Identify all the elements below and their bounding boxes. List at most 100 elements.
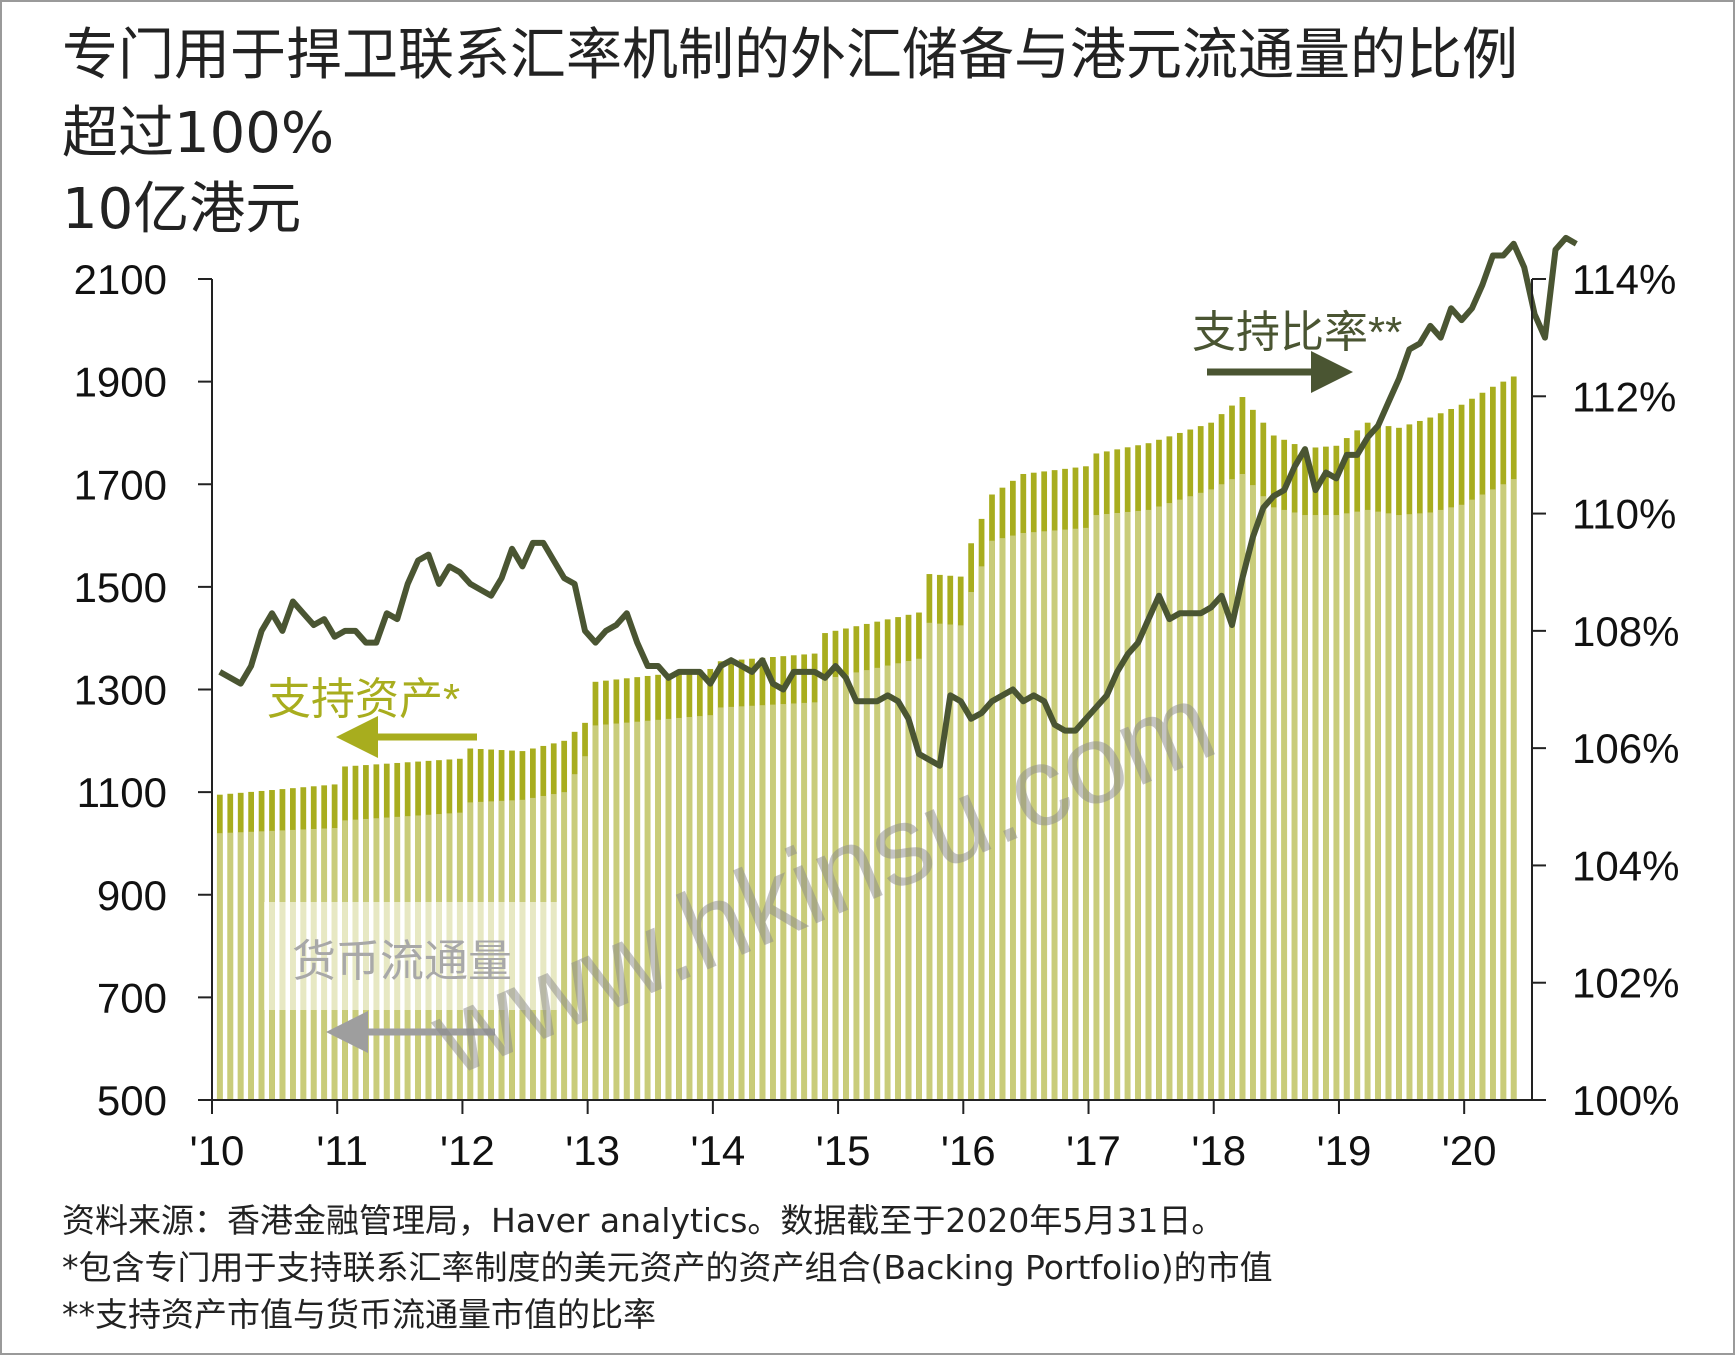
- currency-base-bar: [1458, 504, 1465, 1100]
- right-y-tick-label: 106%: [1572, 725, 1679, 772]
- currency-base-bar: [905, 660, 912, 1100]
- currency-base-bar: [1302, 515, 1308, 1100]
- backing-ratio-line: [218, 234, 1578, 769]
- currency-base-bar: [1010, 535, 1016, 1100]
- x-tick-label: '14: [690, 1127, 745, 1174]
- currency-base-bar: [874, 667, 881, 1100]
- currency-base-bar: [1396, 515, 1402, 1100]
- currency-base-bar: [1270, 507, 1277, 1101]
- currency-base-bar: [237, 832, 244, 1100]
- currency-base-bar: [811, 702, 818, 1100]
- currency-base-bar: [258, 831, 265, 1100]
- currency-base-bar: [1083, 527, 1089, 1100]
- right-y-tick-label: 110%: [1572, 491, 1676, 538]
- left-y-tick-label: 1300: [74, 667, 167, 714]
- currency-base-bar: [728, 706, 734, 1100]
- currency-base-bar: [1354, 511, 1361, 1100]
- currency-base-bar: [1448, 507, 1454, 1101]
- currency-base-bar: [947, 624, 954, 1100]
- currency-base-bar: [1218, 484, 1225, 1100]
- currency-base-bar: [216, 833, 223, 1100]
- currency-base-bar: [1406, 514, 1413, 1100]
- currency-base-bar: [634, 721, 641, 1100]
- chart-area: 2100 1900 1700 1500 1300 1100 900 700 500 114% 112…: [74, 234, 1680, 1174]
- currency-base-bar: [1260, 496, 1267, 1101]
- currency-base-bar: [1291, 512, 1298, 1100]
- currency-base-bar: [1375, 511, 1381, 1100]
- currency-base-bar: [916, 658, 922, 1100]
- currency-base-bar: [1312, 515, 1319, 1100]
- currency-base-bar: [227, 832, 234, 1100]
- currency-base-bar: [1208, 489, 1214, 1100]
- currency-base-bar: [770, 704, 776, 1100]
- x-tick-label: '18: [1191, 1127, 1246, 1174]
- currency-base-bar: [592, 725, 599, 1100]
- currency-base-bar: [1062, 529, 1068, 1100]
- currency-base-bar: [248, 831, 254, 1100]
- currency-base-bar: [1229, 479, 1235, 1100]
- currency-base-bar: [1093, 515, 1100, 1100]
- x-tick-label: '15: [816, 1127, 871, 1174]
- axes: 2100 1900 1700 1500 1300 1100 900 700 500 114% 112…: [74, 256, 1680, 1174]
- currency-base-bar: [978, 566, 985, 1100]
- currency-base-bar: [1030, 532, 1037, 1100]
- currency-base-bar: [1187, 496, 1194, 1101]
- currency-base-bar: [1343, 513, 1350, 1100]
- chart-title-line-1: 专门用于捍卫联系汇率机制的外汇储备与港元流通量的比例: [62, 23, 1518, 88]
- currency-base-bar: [644, 720, 651, 1100]
- left-y-tick-label: 700: [97, 974, 167, 1021]
- currency-base-bar: [968, 592, 974, 1100]
- currency-base-bar: [1145, 509, 1152, 1100]
- currency-base-bar: [686, 717, 693, 1100]
- currency-base-bar: [707, 715, 714, 1100]
- left-axis-unit-label: 10亿港元: [62, 177, 302, 242]
- currency-base-bar: [1135, 510, 1141, 1100]
- currency-base-bar: [1490, 489, 1496, 1100]
- right-y-tick-label: 108%: [1572, 608, 1679, 655]
- currency-base-bar: [1469, 499, 1475, 1100]
- currency-base-bar: [749, 705, 755, 1100]
- currency-base-bar: [1051, 530, 1058, 1100]
- x-tick-label: '20: [1442, 1127, 1497, 1174]
- x-tick-label: '11: [316, 1127, 368, 1174]
- left-y-tick-label: 1700: [74, 461, 167, 508]
- x-tick-label: '10: [190, 1127, 245, 1174]
- currency-base-bar: [1323, 515, 1329, 1100]
- backing-ratio-line-group: [218, 234, 1578, 769]
- currency-base-bar: [822, 679, 828, 1100]
- currency-base-bar: [999, 538, 1006, 1100]
- currency-base-bar: [1166, 503, 1173, 1100]
- currency-base-bar: [780, 704, 787, 1100]
- currency-base-bar: [1281, 509, 1288, 1100]
- currency-base-bar: [696, 716, 703, 1100]
- legend-label-backing-ratio: 支持比率**: [1192, 308, 1402, 357]
- currency-base-bar: [1020, 533, 1027, 1100]
- currency-base-bar: [1500, 484, 1507, 1100]
- currency-base-bar: [571, 774, 578, 1100]
- currency-base-bar: [1479, 494, 1486, 1100]
- currency-base-bar: [1364, 509, 1371, 1100]
- right-y-tick-label: 112%: [1572, 373, 1676, 420]
- currency-base-bar: [738, 706, 745, 1100]
- currency-base-bar: [1239, 473, 1246, 1100]
- currency-base-bar: [717, 707, 724, 1100]
- currency-base-bar: [655, 719, 661, 1100]
- right-y-tick-label: 102%: [1572, 960, 1679, 1007]
- currency-base-bar: [989, 540, 995, 1100]
- left-y-tick-label: 1100: [77, 769, 167, 816]
- source-note: 资料来源：香港金融管理局，Haver analytics。数据截至于2020年5…: [62, 1201, 1225, 1240]
- currency-base-bar: [801, 702, 808, 1100]
- currency-base-bar: [853, 672, 860, 1100]
- x-tick-label: '19: [1317, 1127, 1372, 1174]
- left-y-tick-label: 2100: [74, 256, 167, 303]
- currency-base-bar: [1250, 485, 1256, 1100]
- footnote-backing-ratio: **支持资产市值与货币流通量市值的比率: [62, 1295, 656, 1334]
- currency-base-bar: [1176, 499, 1183, 1100]
- currency-base-bar: [1510, 479, 1517, 1100]
- currency-base-bar: [665, 718, 672, 1100]
- x-tick-label: '16: [941, 1127, 996, 1174]
- currency-base-bar: [561, 792, 568, 1101]
- currency-base-bar: [1072, 528, 1079, 1100]
- currency-base-bar: [613, 723, 620, 1100]
